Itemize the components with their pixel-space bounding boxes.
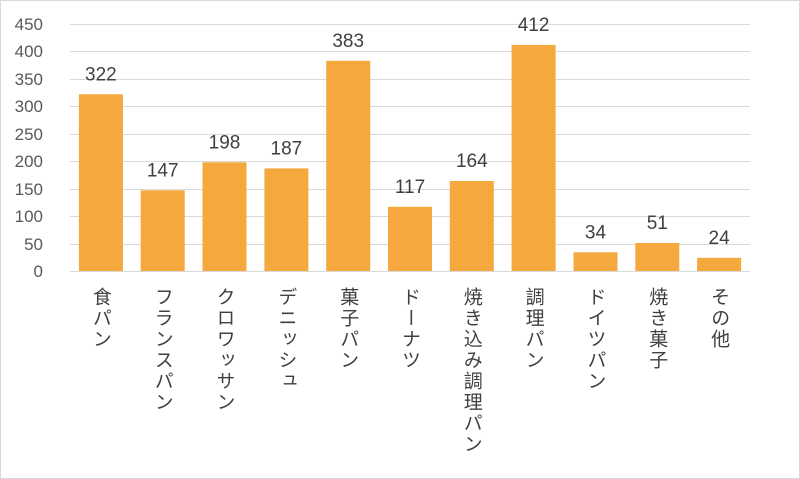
category-label: ドイツパン (584, 287, 607, 392)
data-label: 24 (709, 228, 731, 249)
data-label: 383 (332, 31, 364, 52)
category-label: 食パン (89, 287, 112, 350)
category-label: クロワッサン (213, 287, 236, 413)
y-tick-label: 150 (15, 180, 43, 199)
category-label: デニッシュ (275, 287, 298, 392)
data-label: 198 (209, 132, 241, 153)
bar (697, 257, 742, 271)
bar (388, 206, 432, 271)
bar (511, 44, 556, 272)
category-label: 調理パン (522, 287, 545, 371)
data-label: 34 (585, 222, 607, 243)
y-tick-label: 100 (15, 207, 43, 226)
data-label: 117 (395, 177, 425, 198)
data-labels: 322 147 198 187 383 117 164 412 34 51 24 (85, 15, 730, 249)
category-label: その他 (708, 287, 731, 350)
y-axis: 0 50 100 150 200 250 300 350 400 450 (15, 15, 43, 281)
bar (78, 94, 123, 271)
y-tick-label: 400 (15, 42, 43, 61)
category-label: 焼き込み調理パン (460, 287, 483, 455)
data-label: 51 (647, 213, 668, 234)
bar (202, 162, 247, 271)
bars (78, 44, 742, 272)
y-tick-label: 300 (15, 97, 43, 116)
data-label: 164 (456, 151, 488, 172)
bar (326, 60, 371, 271)
data-label: 147 (147, 160, 179, 181)
y-tick-label: 50 (24, 235, 43, 254)
bar (573, 252, 618, 271)
data-label: 187 (271, 138, 303, 159)
y-tick-label: 0 (34, 262, 43, 281)
category-label: フランスパン (151, 287, 174, 413)
bar (140, 190, 185, 271)
y-tick-label: 250 (15, 125, 43, 144)
bar (264, 168, 309, 271)
y-tick-label: 350 (15, 70, 43, 89)
category-label: 菓子パン (337, 287, 360, 371)
y-tick-label: 450 (15, 15, 43, 34)
data-label: 412 (518, 15, 550, 36)
y-tick-label: 200 (15, 152, 43, 171)
bar (449, 181, 494, 271)
category-label: 焼き菓子 (646, 287, 669, 371)
bar (635, 243, 680, 271)
category-label: ドーナツ (399, 287, 421, 371)
data-label: 322 (85, 64, 117, 85)
